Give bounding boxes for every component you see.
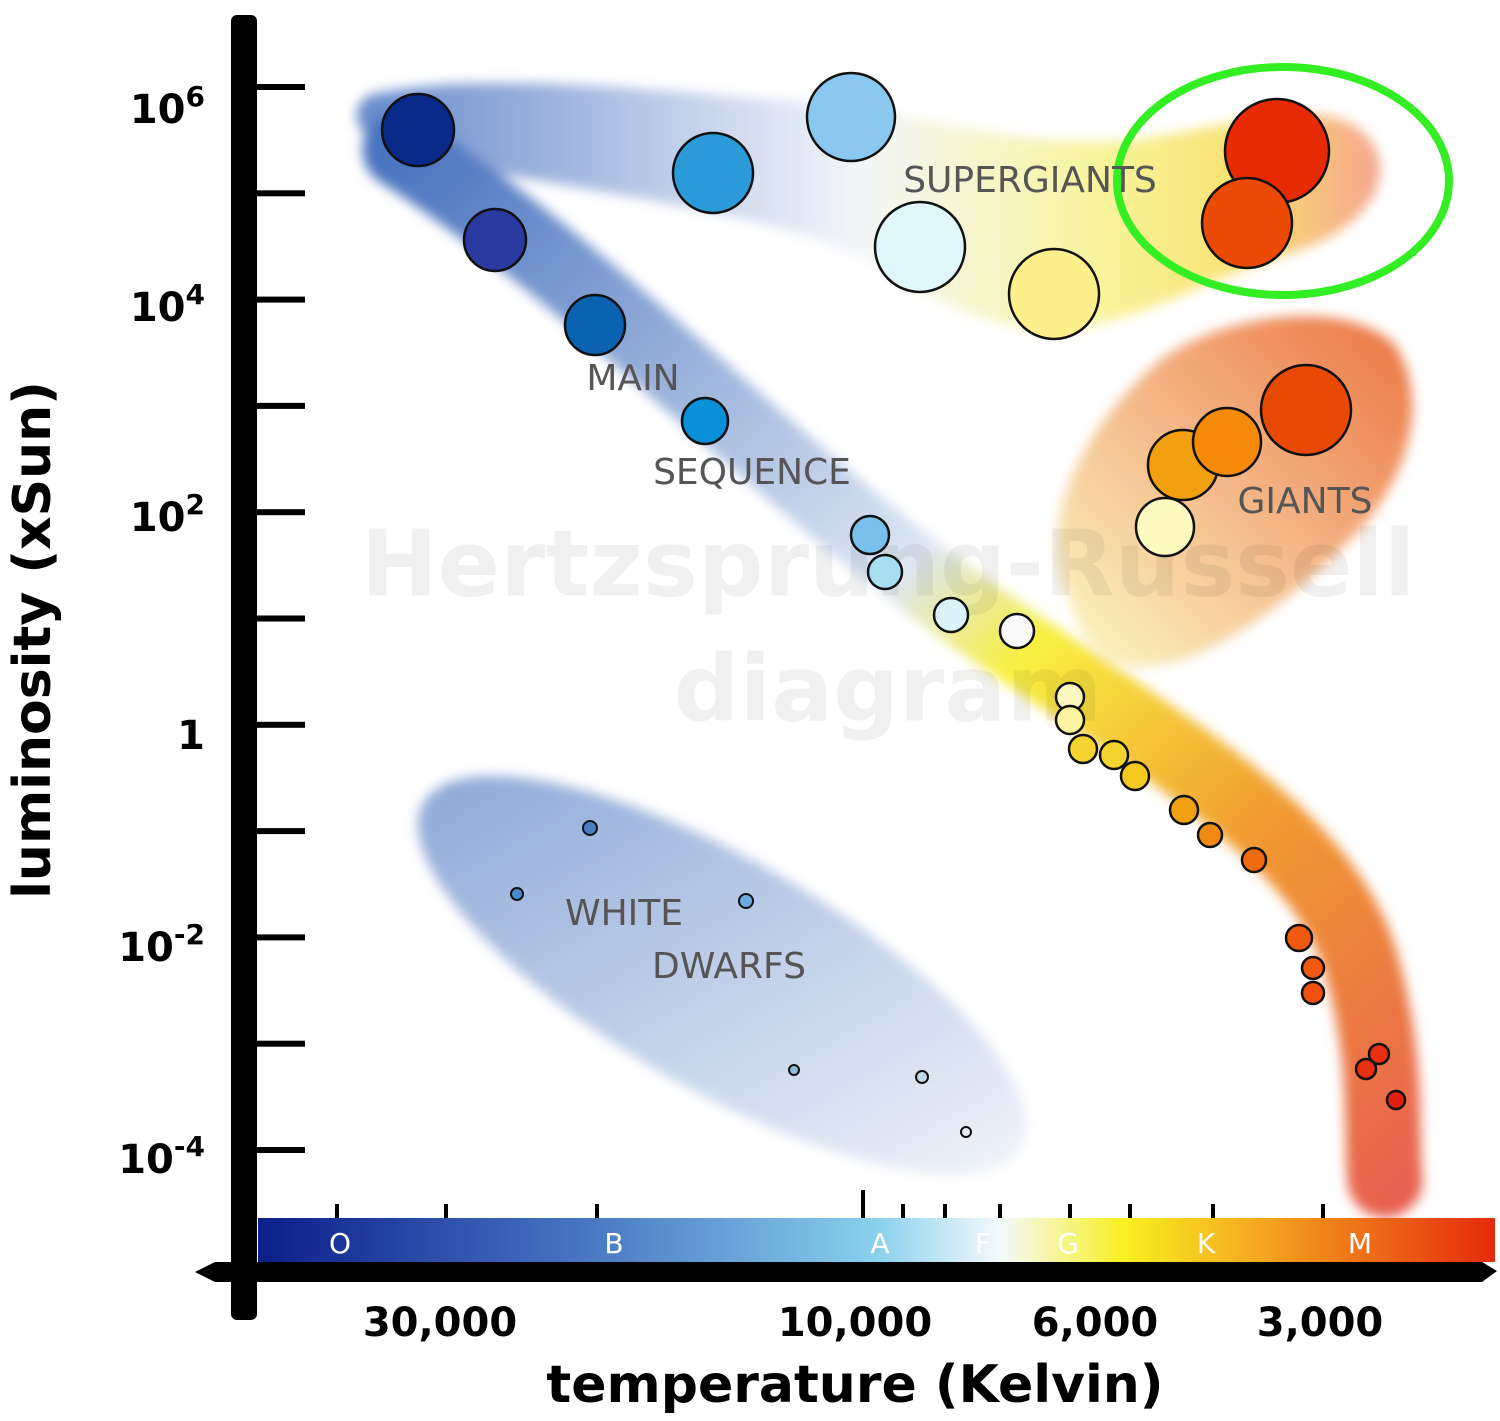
star [1356, 1059, 1376, 1079]
y-tick-label: 106 [130, 80, 205, 133]
x-tick [335, 1204, 339, 1218]
spectral-class: F [975, 1227, 991, 1260]
star [1242, 848, 1266, 872]
x-tick-label: 3,000 [1257, 1300, 1384, 1346]
spectral-class: K [1197, 1227, 1216, 1260]
star [1056, 706, 1084, 734]
tick-base: 10 [118, 925, 174, 971]
x-axis [195, 1262, 1497, 1282]
x-tick [1068, 1204, 1072, 1218]
star [1009, 249, 1099, 339]
star [934, 598, 968, 632]
y-tick-label: 1 [177, 713, 205, 759]
spectral-class: O [329, 1227, 351, 1260]
region-label: SUPERGIANTS [903, 160, 1157, 201]
y-tick [250, 1147, 305, 1153]
y-tick [250, 1041, 305, 1047]
x-tick [861, 1190, 865, 1218]
star [1198, 823, 1222, 847]
star [1302, 982, 1324, 1004]
tick-base: 10 [118, 1137, 174, 1183]
star [1136, 498, 1194, 556]
tick-base: 10 [130, 87, 186, 133]
star [961, 1127, 971, 1137]
y-tick [250, 722, 305, 728]
star [1286, 925, 1312, 951]
tick-exponent: 6 [186, 80, 205, 113]
tick-base: 10 [130, 285, 186, 331]
region-label: GIANTS [1238, 481, 1373, 522]
star [673, 133, 753, 213]
spectral-class: A [870, 1227, 889, 1260]
region-label: MAIN [586, 358, 679, 399]
x-tick-label: 30,000 [363, 1300, 517, 1346]
y-tick-label: 10-2 [118, 918, 205, 971]
tick-exponent: -2 [174, 918, 205, 951]
y-tick [250, 509, 305, 515]
star [382, 94, 454, 166]
y-tick [250, 190, 305, 196]
x-tick [1321, 1204, 1325, 1218]
x-tick [901, 1204, 905, 1218]
tick-exponent: 4 [186, 278, 205, 311]
x-tick [1128, 1204, 1132, 1218]
tick-exponent: 2 [186, 488, 205, 521]
region-label: WHITE [565, 893, 683, 934]
y-axis-label: luminosity (xSun) [3, 381, 63, 899]
tick-base: 1 [177, 713, 205, 759]
x-tick-label: 6,000 [1032, 1300, 1159, 1346]
y-tick [250, 403, 305, 409]
star [1302, 957, 1324, 979]
star [916, 1071, 928, 1083]
star [682, 398, 728, 444]
star [565, 295, 625, 355]
star [1261, 365, 1351, 455]
y-tick [250, 934, 305, 940]
star [807, 73, 895, 161]
star [1387, 1091, 1405, 1109]
y-tick-label: 102 [130, 488, 205, 541]
tick-base: 10 [130, 495, 186, 541]
hr-diagram: Hertzsprung-Russelldiagram SUPERGIANTSMA… [0, 0, 1500, 1421]
spectral-class: M [1348, 1227, 1372, 1260]
x-tick [1211, 1204, 1215, 1218]
y-tick [250, 616, 305, 622]
star [851, 516, 889, 554]
y-tick [250, 297, 305, 303]
y-tick-label: 10-4 [118, 1130, 205, 1183]
region-label: DWARFS [652, 946, 806, 987]
y-axis [231, 15, 257, 1320]
y-tick [250, 828, 305, 834]
x-tick [444, 1204, 448, 1218]
x-tick [998, 1204, 1002, 1218]
x-tick-label: 10,000 [778, 1300, 932, 1346]
y-tick [250, 84, 305, 90]
star [1202, 178, 1292, 268]
watermark-line: diagram [674, 635, 1103, 742]
star [1170, 796, 1198, 824]
star [875, 202, 965, 292]
y-tick-label: 104 [130, 278, 205, 331]
star [583, 821, 597, 835]
star [739, 894, 753, 908]
star [1000, 614, 1034, 648]
spectral-class: G [1057, 1227, 1079, 1260]
star [1100, 741, 1128, 769]
tick-exponent: -4 [174, 1130, 205, 1163]
x-axis-label: temperature (Kelvin) [546, 1355, 1163, 1415]
x-tick [943, 1204, 947, 1218]
star [1121, 762, 1149, 790]
star [1193, 408, 1261, 476]
spectral-class: B [604, 1227, 623, 1260]
star [464, 209, 526, 271]
star [789, 1065, 799, 1075]
star [868, 555, 902, 589]
region-label: SEQUENCE [653, 452, 851, 493]
watermark: Hertzsprung-Russelldiagram [361, 510, 1416, 742]
star [511, 888, 523, 900]
star [1069, 735, 1097, 763]
x-tick [595, 1204, 599, 1218]
